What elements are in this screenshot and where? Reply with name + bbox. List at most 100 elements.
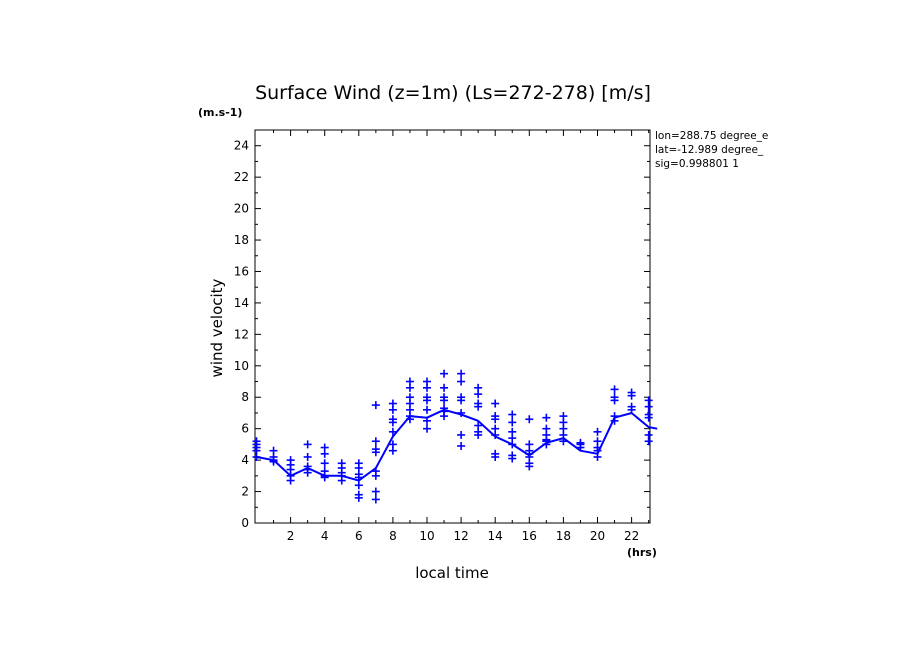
- y-tick-label: 18: [234, 233, 249, 247]
- data-point-plus: [405, 415, 414, 424]
- y-tick-label: 20: [234, 202, 249, 216]
- y-tick-label: 2: [241, 485, 249, 499]
- y-unit-label: (m.s-1): [198, 106, 242, 119]
- data-point-plus: [457, 441, 466, 450]
- data-point-plus: [371, 495, 380, 504]
- data-point-plus: [644, 437, 653, 446]
- data-point-plus: [320, 449, 329, 458]
- data-point-plus: [508, 418, 517, 427]
- data-point-plus: [388, 427, 397, 436]
- x-tick-label: 16: [522, 529, 537, 543]
- data-point-plus: [644, 413, 653, 422]
- data-point-plus: [593, 427, 602, 436]
- data-point-plus: [354, 481, 363, 490]
- annotation-lon: lon=288.75 degree_e: [655, 130, 768, 142]
- x-tick-label: 22: [624, 529, 639, 543]
- data-point-plus: [491, 399, 500, 408]
- data-point-plus: [610, 416, 619, 425]
- x-tick-label: 14: [488, 529, 503, 543]
- chart-title: Surface Wind (z=1m) (Ls=272-278) [m/s]: [255, 82, 651, 104]
- data-point-plus: [644, 402, 653, 411]
- data-point-plus: [474, 402, 483, 411]
- data-point-plus: [388, 418, 397, 427]
- y-tick-label: 0: [241, 516, 249, 530]
- data-point-plus: [269, 457, 278, 466]
- data-point-plus: [576, 443, 585, 452]
- y-tick-label: 8: [241, 390, 249, 404]
- annotation-sig: sig=0.998801 1: [655, 158, 739, 170]
- data-point-plus: [405, 383, 414, 392]
- x-tick-label: 18: [556, 529, 571, 543]
- y-tick-label: 24: [234, 139, 249, 153]
- data-point-plus: [457, 396, 466, 405]
- data-point-plus: [388, 446, 397, 455]
- data-point-plus: [388, 405, 397, 414]
- x-tick-label: 4: [321, 529, 329, 543]
- data-point-plus: [525, 415, 534, 424]
- data-point-plus: [440, 369, 449, 378]
- data-point-plus: [303, 440, 312, 449]
- data-layer: [252, 369, 658, 504]
- data-point-plus: [320, 459, 329, 468]
- data-point-plus: [542, 413, 551, 422]
- data-point-plus: [320, 473, 329, 482]
- data-point-plus: [542, 440, 551, 449]
- y-tick-label: 4: [241, 453, 249, 467]
- x-axis-label: local time: [415, 564, 489, 582]
- data-point-plus: [474, 390, 483, 399]
- x-tick-label: 10: [419, 529, 434, 543]
- data-point-plus: [559, 437, 568, 446]
- data-point-plus: [371, 401, 380, 410]
- y-axis-label: wind velocity: [208, 278, 226, 377]
- data-point-plus: [508, 454, 517, 463]
- data-point-plus: [423, 424, 431, 433]
- data-point-plus: [303, 452, 312, 461]
- data-point-plus: [371, 437, 380, 446]
- x-tick-label: 20: [590, 529, 605, 543]
- y-tick-label: 10: [234, 359, 249, 373]
- data-point-plus: [457, 377, 466, 386]
- data-point-plus: [457, 369, 466, 378]
- data-point-plus: [354, 473, 363, 482]
- data-point-plus: [371, 471, 380, 480]
- data-point-plus: [337, 476, 346, 485]
- x-tick-label: 8: [389, 529, 397, 543]
- x-tick-label: 12: [453, 529, 468, 543]
- data-point-plus: [423, 396, 431, 405]
- data-point-plus: [525, 462, 534, 471]
- data-point-plus: [593, 452, 602, 461]
- data-point-plus: [610, 396, 619, 405]
- data-point-plus: [371, 448, 380, 457]
- data-point-plus: [371, 487, 380, 496]
- data-point-plus: [440, 383, 449, 392]
- data-point-plus: [491, 415, 500, 424]
- x-tick-label: 2: [287, 529, 295, 543]
- data-point-plus: [474, 430, 483, 439]
- data-point-plus: [457, 430, 466, 439]
- y-tick-label: 14: [234, 296, 249, 310]
- data-point-plus: [508, 410, 517, 419]
- y-tick-label: 22: [234, 170, 249, 184]
- y-tick-label: 12: [234, 327, 249, 341]
- data-point-plus: [354, 493, 363, 502]
- data-point-plus: [508, 440, 517, 449]
- data-point-plus: [423, 383, 431, 392]
- data-point-plus: [457, 408, 466, 417]
- x-unit-label: (hrs): [627, 546, 657, 559]
- data-point-plus: [252, 452, 261, 461]
- data-point-plus: [440, 396, 449, 405]
- data-point-plus: [423, 405, 431, 414]
- y-tick-label: 6: [241, 422, 249, 436]
- data-point-plus: [491, 430, 500, 439]
- data-point-plus: [627, 391, 636, 400]
- data-point-plus: [610, 385, 619, 394]
- data-point-plus: [627, 405, 636, 414]
- x-tick-label: 6: [355, 529, 363, 543]
- data-point-plus: [491, 452, 500, 461]
- data-point-plus: [440, 412, 449, 421]
- data-point-plus: [423, 416, 431, 425]
- plot-frame: [254, 129, 651, 524]
- data-point-plus: [303, 468, 312, 477]
